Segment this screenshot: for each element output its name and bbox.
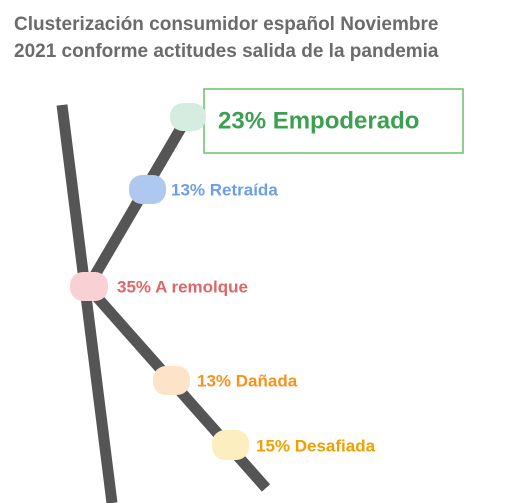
title-line: 2021 conforme actitudes salida de la pan… xyxy=(14,41,439,62)
title-line: Clusterización consumidor español Noviem… xyxy=(14,14,438,35)
node-label: 23% Empoderado xyxy=(218,107,419,134)
node-dot xyxy=(153,366,190,395)
node-label: 13% Retraída xyxy=(171,180,278,199)
node-dot xyxy=(70,272,108,301)
node-dot xyxy=(212,430,249,460)
node-label: 35% A remolque xyxy=(117,277,248,296)
trunk xyxy=(56,104,118,503)
node-dot xyxy=(129,175,166,204)
node-dot xyxy=(170,103,206,131)
node-label: 13% Dañada xyxy=(197,371,298,390)
node-label: 15% Desafiada xyxy=(256,436,376,455)
